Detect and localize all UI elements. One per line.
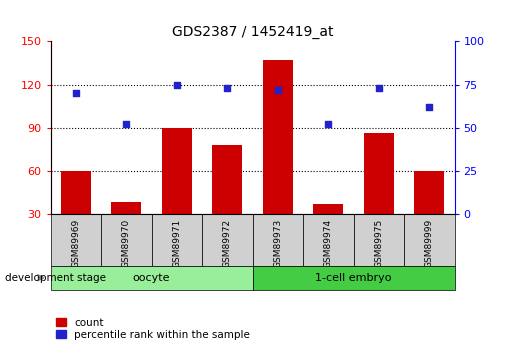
FancyBboxPatch shape (152, 214, 202, 266)
Bar (313, 204, 343, 214)
FancyBboxPatch shape (50, 266, 252, 290)
FancyBboxPatch shape (252, 214, 303, 266)
Bar (111, 203, 141, 214)
FancyBboxPatch shape (354, 214, 404, 266)
Text: GSM89974: GSM89974 (324, 219, 333, 268)
Text: development stage: development stage (5, 273, 106, 283)
Text: GSM89970: GSM89970 (122, 219, 131, 268)
Text: 1-cell embryo: 1-cell embryo (315, 273, 392, 283)
Text: oocyte: oocyte (133, 273, 170, 283)
Bar (414, 171, 444, 214)
FancyBboxPatch shape (303, 214, 354, 266)
Bar (212, 145, 242, 214)
Text: GSM89972: GSM89972 (223, 219, 232, 268)
Point (324, 121, 332, 127)
FancyBboxPatch shape (202, 214, 252, 266)
Point (223, 85, 231, 91)
Point (274, 87, 282, 92)
Bar (61, 171, 91, 214)
FancyBboxPatch shape (101, 214, 152, 266)
Bar (263, 60, 293, 214)
Point (122, 121, 130, 127)
Text: GSM89975: GSM89975 (374, 219, 383, 268)
Text: GSM89969: GSM89969 (71, 219, 80, 268)
Point (425, 104, 433, 110)
Text: GSM89999: GSM89999 (425, 219, 434, 268)
Bar (364, 134, 394, 214)
Legend: count, percentile rank within the sample: count, percentile rank within the sample (56, 318, 250, 340)
Text: GSM89973: GSM89973 (273, 219, 282, 268)
FancyBboxPatch shape (404, 214, 454, 266)
Title: GDS2387 / 1452419_at: GDS2387 / 1452419_at (172, 25, 333, 39)
Bar (162, 128, 192, 214)
Point (375, 85, 383, 91)
Point (173, 82, 181, 87)
Point (72, 90, 80, 96)
Text: GSM89971: GSM89971 (172, 219, 181, 268)
FancyBboxPatch shape (50, 214, 101, 266)
FancyBboxPatch shape (252, 266, 454, 290)
